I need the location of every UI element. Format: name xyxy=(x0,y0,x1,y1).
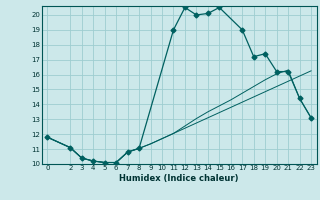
X-axis label: Humidex (Indice chaleur): Humidex (Indice chaleur) xyxy=(119,174,239,183)
